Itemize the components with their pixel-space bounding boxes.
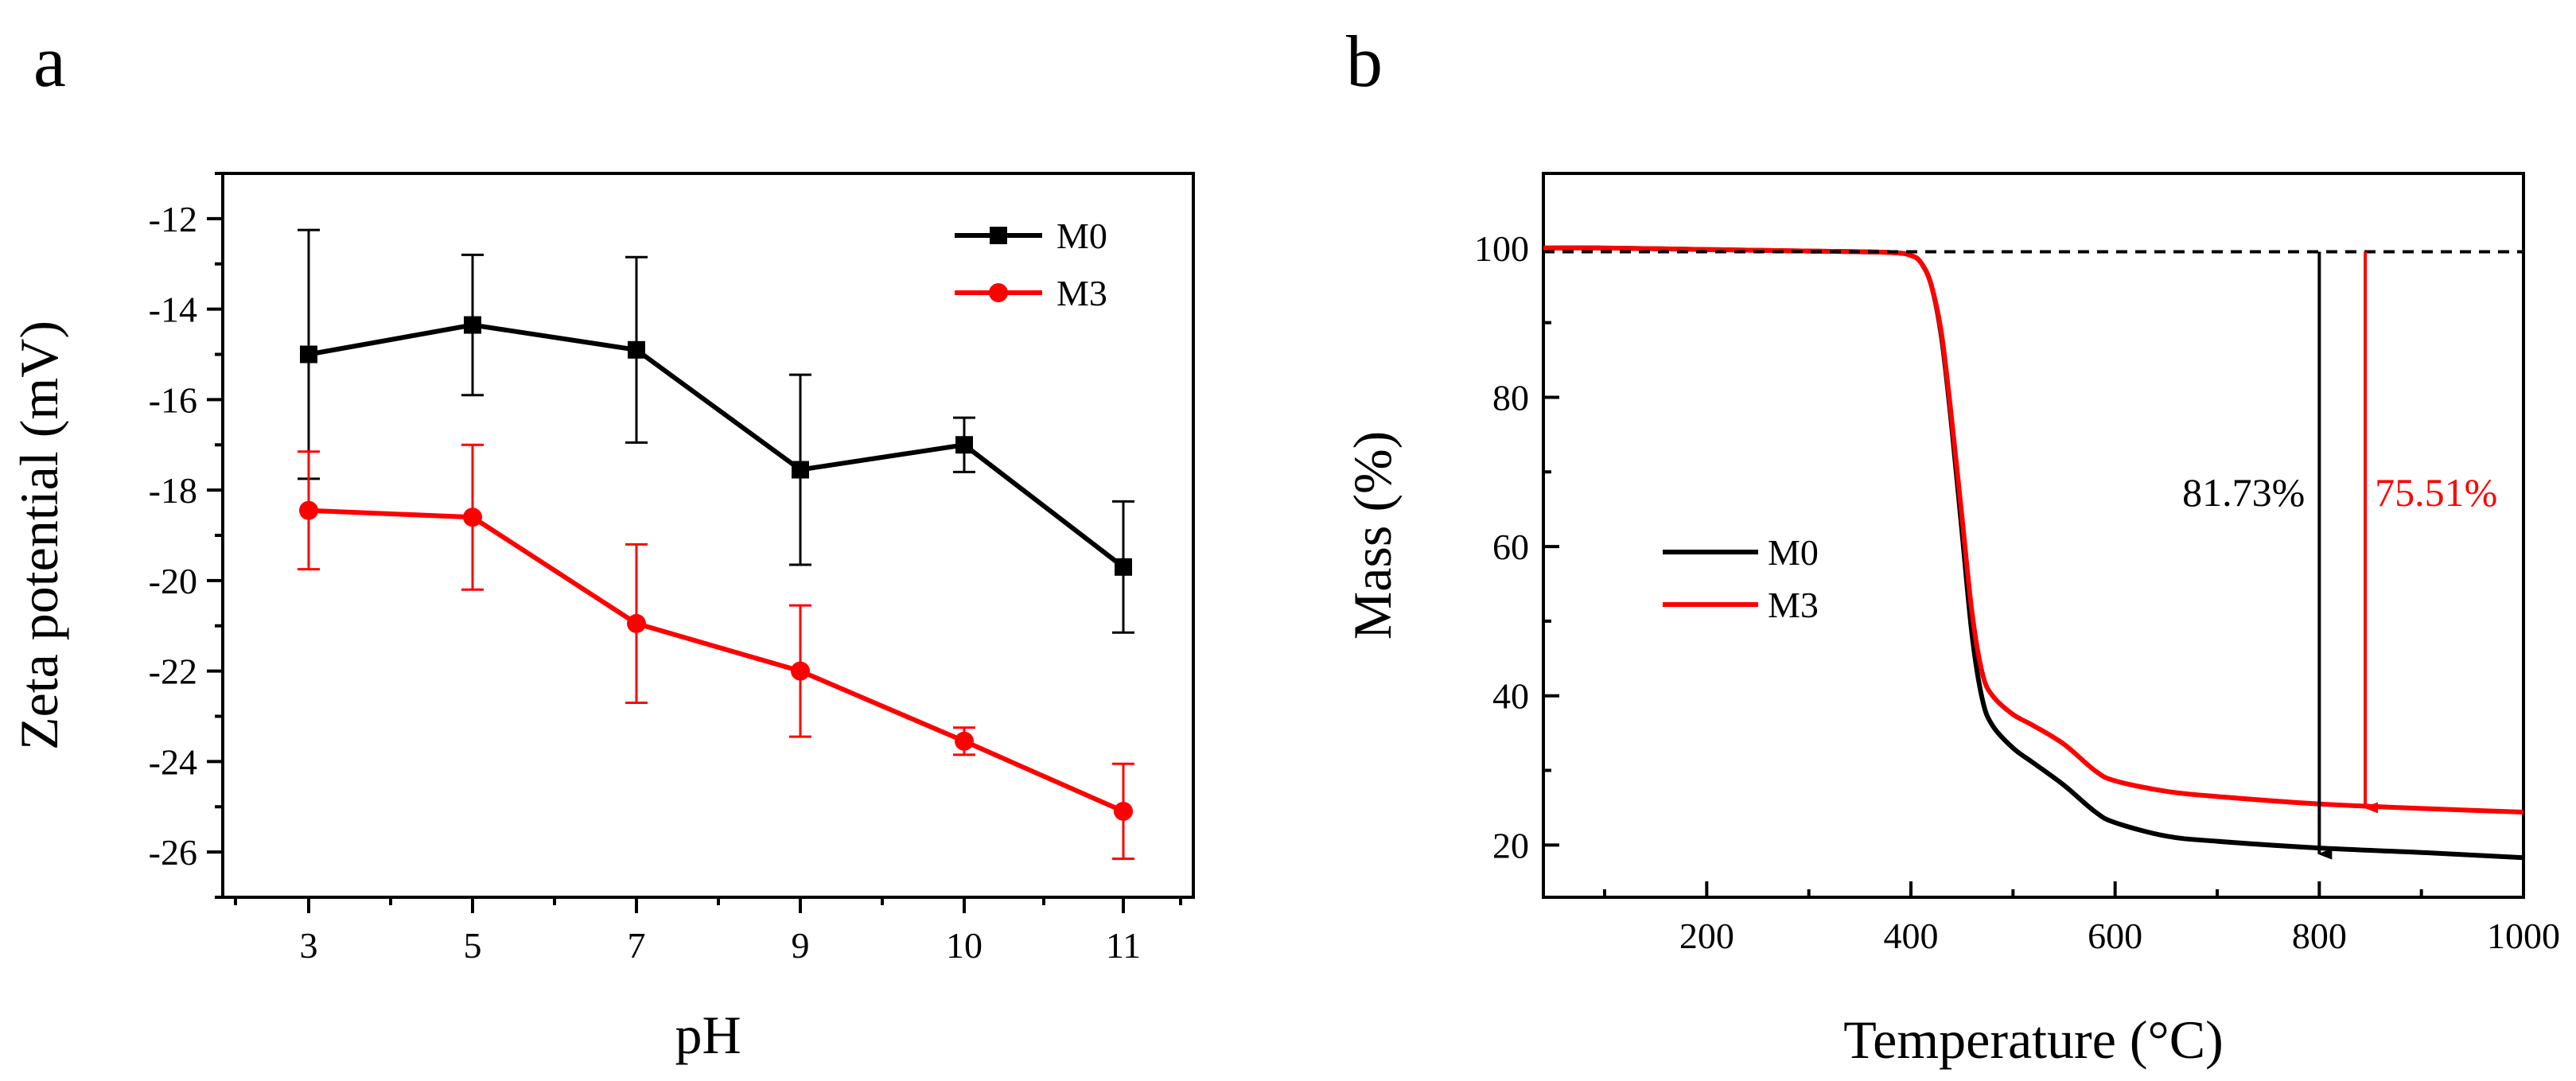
chart-a-point-m3 [463,507,482,527]
chart-b: 200 400 600 800 1000 20 40 60 80 100 81.73% 75.51%… [1342,172,2560,1070]
chart-b-y-tick-label: 40 [1492,676,1529,717]
chart-b-x-tick-label: 1000 [2487,916,2560,956]
chart-b-y-tick-label: 80 [1492,377,1529,418]
chart-b-annotation-label: 75.51% [2375,470,2497,515]
chart-a-y-tick-label: -14 [149,290,197,330]
chart-a-point-m0 [955,436,973,454]
panel-a-label: a [33,21,66,102]
chart-a-point-m0 [628,340,645,359]
chart-b-y-tick-label: 60 [1492,527,1529,567]
panel-b-label: b [1346,21,1383,102]
chart-b-y-tick-label: 100 [1474,228,1529,269]
chart-a-y-tick-label: -12 [149,199,197,239]
chart-a-legend-label-m3: M3 [1056,273,1107,313]
chart-a-x-tick-label: 9 [792,925,810,966]
chart-a-x-tick-label: 10 [946,925,983,966]
chart-a-point-m0 [300,345,317,364]
chart-a-x-tick-label: 11 [1106,925,1141,966]
chart-b-plot-frame [1542,172,2525,899]
chart-a-point-m3 [299,500,318,520]
chart-a-x-axis-title: pH [675,1005,741,1065]
chart-b-annotations: 81.73% 75.51% [1543,250,2523,860]
chart-a-y-tick-label: -24 [149,741,197,782]
chart-a-point-m3 [955,731,974,751]
chart-b-x-tick-label: 600 [2088,916,2142,956]
chart-a-ticks: 3 5 7 9 10 11 -12 -14 -16 -18 -20 -22 -24 -26 [149,172,1182,966]
chart-a-series-line-m0 [308,322,1125,570]
chart-a-plot-frame [221,172,1195,899]
chart-a-point-m3 [627,613,646,633]
chart-a-legend-marker-m0 [990,227,1007,244]
chart-a-legend-marker-m3 [989,283,1008,302]
chart-a-x-tick-label: 7 [628,925,646,966]
chart-b-x-axis-title: Temperature (°C) [1843,1009,2223,1070]
chart-a-point-m0 [1115,558,1132,576]
chart-a-x-tick-label: 3 [300,925,318,966]
chart-b-x-tick-label: 800 [2292,916,2347,956]
chart-a-point-m3 [1114,801,1133,821]
chart-a-x-tick-label: 5 [464,925,482,966]
chart-b-ticks: 200 400 600 800 1000 20 40 60 80 100 [1474,172,2560,956]
chart-a-y-tick-label: -20 [149,561,197,601]
chart-a-point-m3 [791,661,810,681]
chart-b-y-axis-title: Mass (%) [1342,431,1403,640]
chart-b-series-line-m3 [1543,245,2524,815]
chart-a-y-tick-label: -26 [149,832,197,873]
chart-a-series-line-m3 [308,507,1125,814]
chart-b-legend-label-m0: M0 [1768,532,1819,573]
chart-a-point-m0 [792,461,809,479]
chart-b-x-tick-label: 400 [1884,916,1939,956]
chart-b-legend-label-m3: M3 [1768,585,1819,625]
chart-a-series [298,228,1134,861]
chart-a-point-m0 [464,316,481,334]
chart-a-y-tick-label: -16 [149,379,197,420]
chart-b-x-tick-label: 200 [1679,916,1734,956]
chart-b-annotation-label: 81.73% [2182,470,2305,515]
chart-a-legend-label-m0: M0 [1056,216,1107,256]
chart-a-y-tick-label: -18 [149,470,197,511]
chart-a-y-tick-label: -22 [149,651,197,692]
chart-a-y-axis-title: Zeta potential (mV) [9,321,69,750]
chart-b-y-tick-label: 20 [1492,825,1529,865]
